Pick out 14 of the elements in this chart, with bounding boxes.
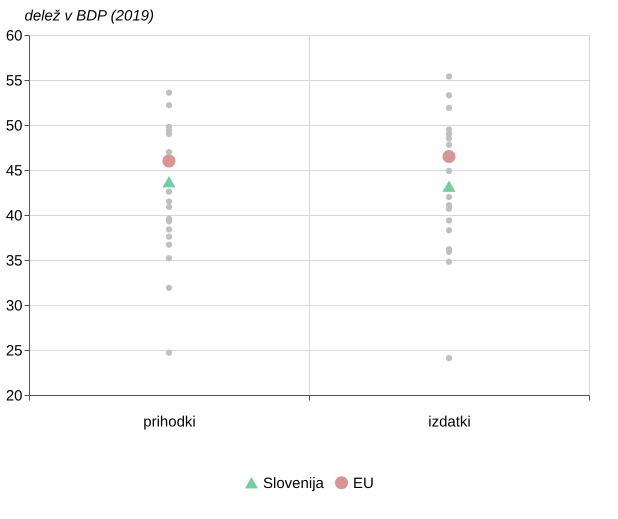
y-tick-label: 50 [6, 118, 22, 134]
x-tick-label: prihodki [143, 414, 196, 430]
y-tick-label: 55 [6, 72, 22, 90]
y-tick-label: 35 [6, 252, 22, 270]
y-axis-title: delež v BDP (2019) [24, 8, 154, 24]
y-tick-label: 25 [6, 342, 22, 360]
y-tick-label: 40 [6, 208, 22, 224]
x-tick-label: izdatki [428, 414, 471, 430]
legend-label: Slovenija [263, 474, 325, 492]
y-tick-label: 45 [6, 162, 22, 180]
y-tick-label: 60 [6, 28, 22, 44]
legend-label: EU [353, 474, 374, 492]
y-tick-label: 20 [6, 388, 22, 404]
y-tick-label: 30 [6, 298, 22, 314]
